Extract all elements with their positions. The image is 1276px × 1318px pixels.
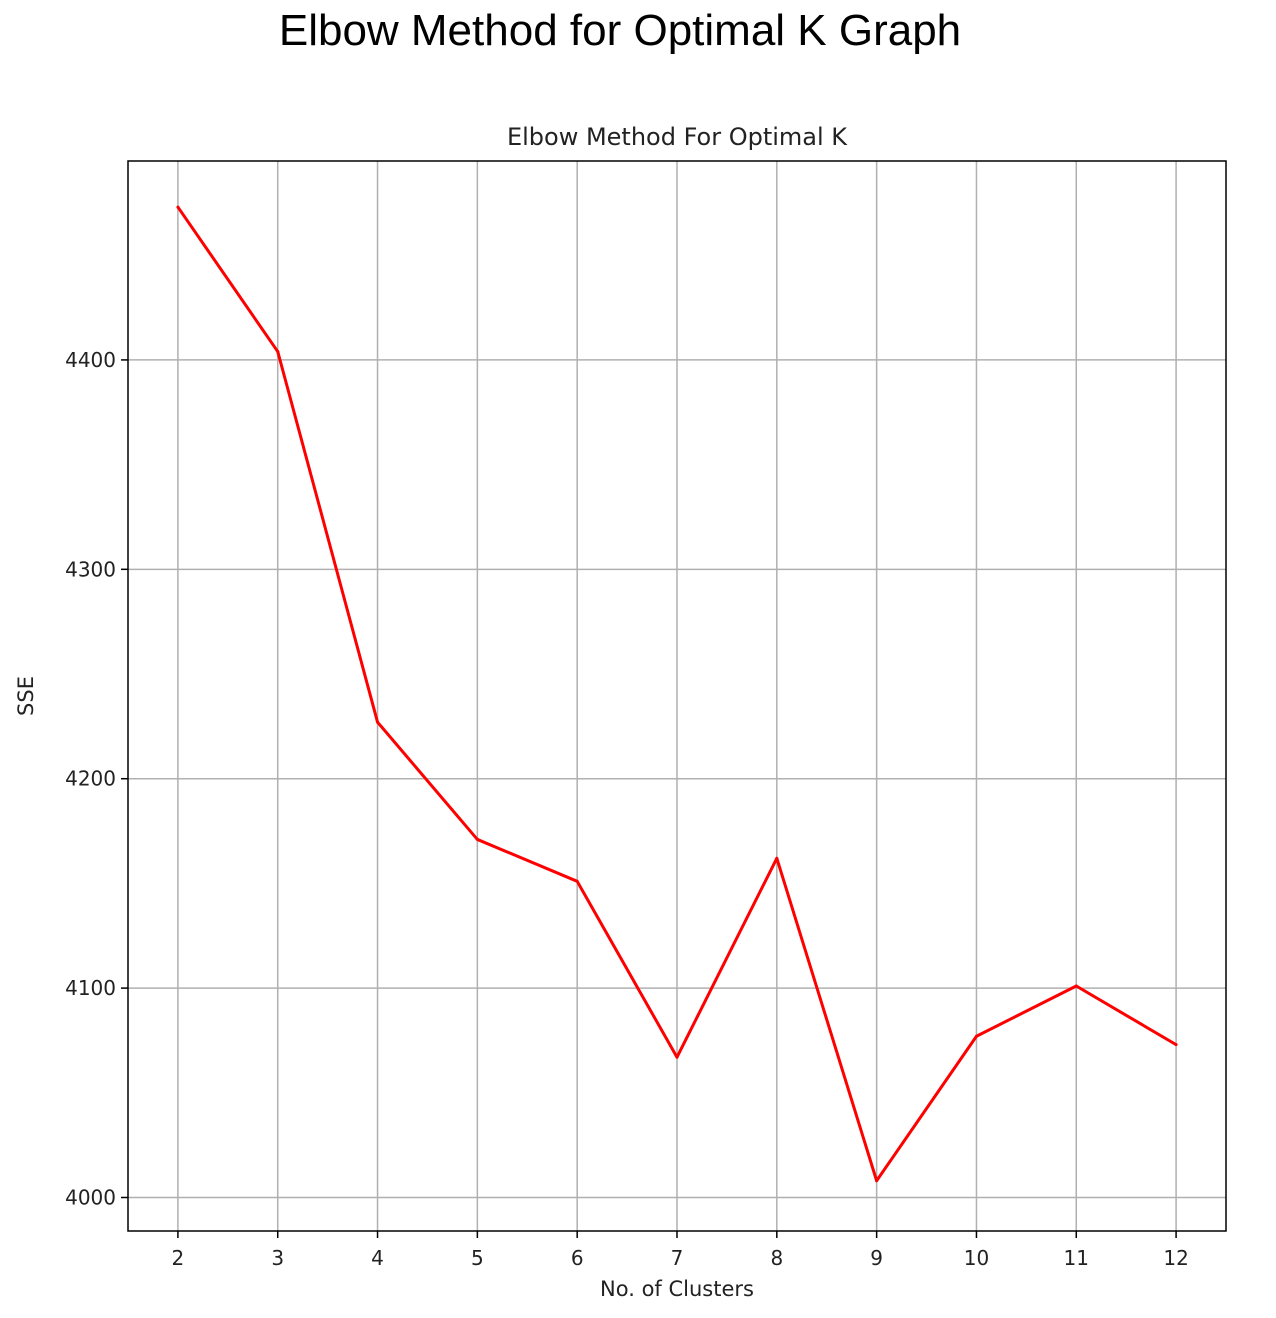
data-point [1174,1043,1178,1047]
x-tick-label: 3 [271,1246,284,1270]
x-tick-label: 11 [1064,1246,1089,1270]
chart-title: Elbow Method For Optimal K [507,123,848,151]
grid [128,161,1226,1231]
y-tick-label: 4300 [65,557,116,581]
page-title: Elbow Method for Optimal K Graph [278,6,962,55]
y-tick-label: 4200 [65,767,116,791]
x-tick-label: 7 [671,1246,684,1270]
data-point [675,1055,679,1059]
x-axis-label: No. of Clusters [600,1277,754,1301]
data-point [775,856,779,860]
x-tick-label: 6 [571,1246,584,1270]
data-point [475,837,479,841]
x-tick-label: 4 [371,1246,384,1270]
data-point [376,720,380,724]
x-tick-label: 10 [964,1246,989,1270]
data-point [176,205,180,209]
data-point [276,350,280,354]
y-tick-label: 4100 [65,976,116,1000]
data-point [875,1179,879,1183]
y-tick-label: 4400 [65,348,116,372]
data-point [1074,984,1078,988]
x-tick-label: 9 [870,1246,883,1270]
series-layer [176,205,1178,1183]
x-tick-label: 12 [1163,1246,1188,1270]
data-point [974,1034,978,1038]
axis-ticks: 2 3 4 5 6 7 8 9 10 11 12 4000 4100 4200 4300 4400 [65,348,1189,1270]
data-point [575,879,579,883]
x-tick-label: 2 [172,1246,185,1270]
x-tick-label: 8 [770,1246,783,1270]
y-axis-label: SSE [14,676,38,716]
y-tick-label: 4000 [65,1185,116,1209]
x-tick-label: 5 [471,1246,484,1270]
